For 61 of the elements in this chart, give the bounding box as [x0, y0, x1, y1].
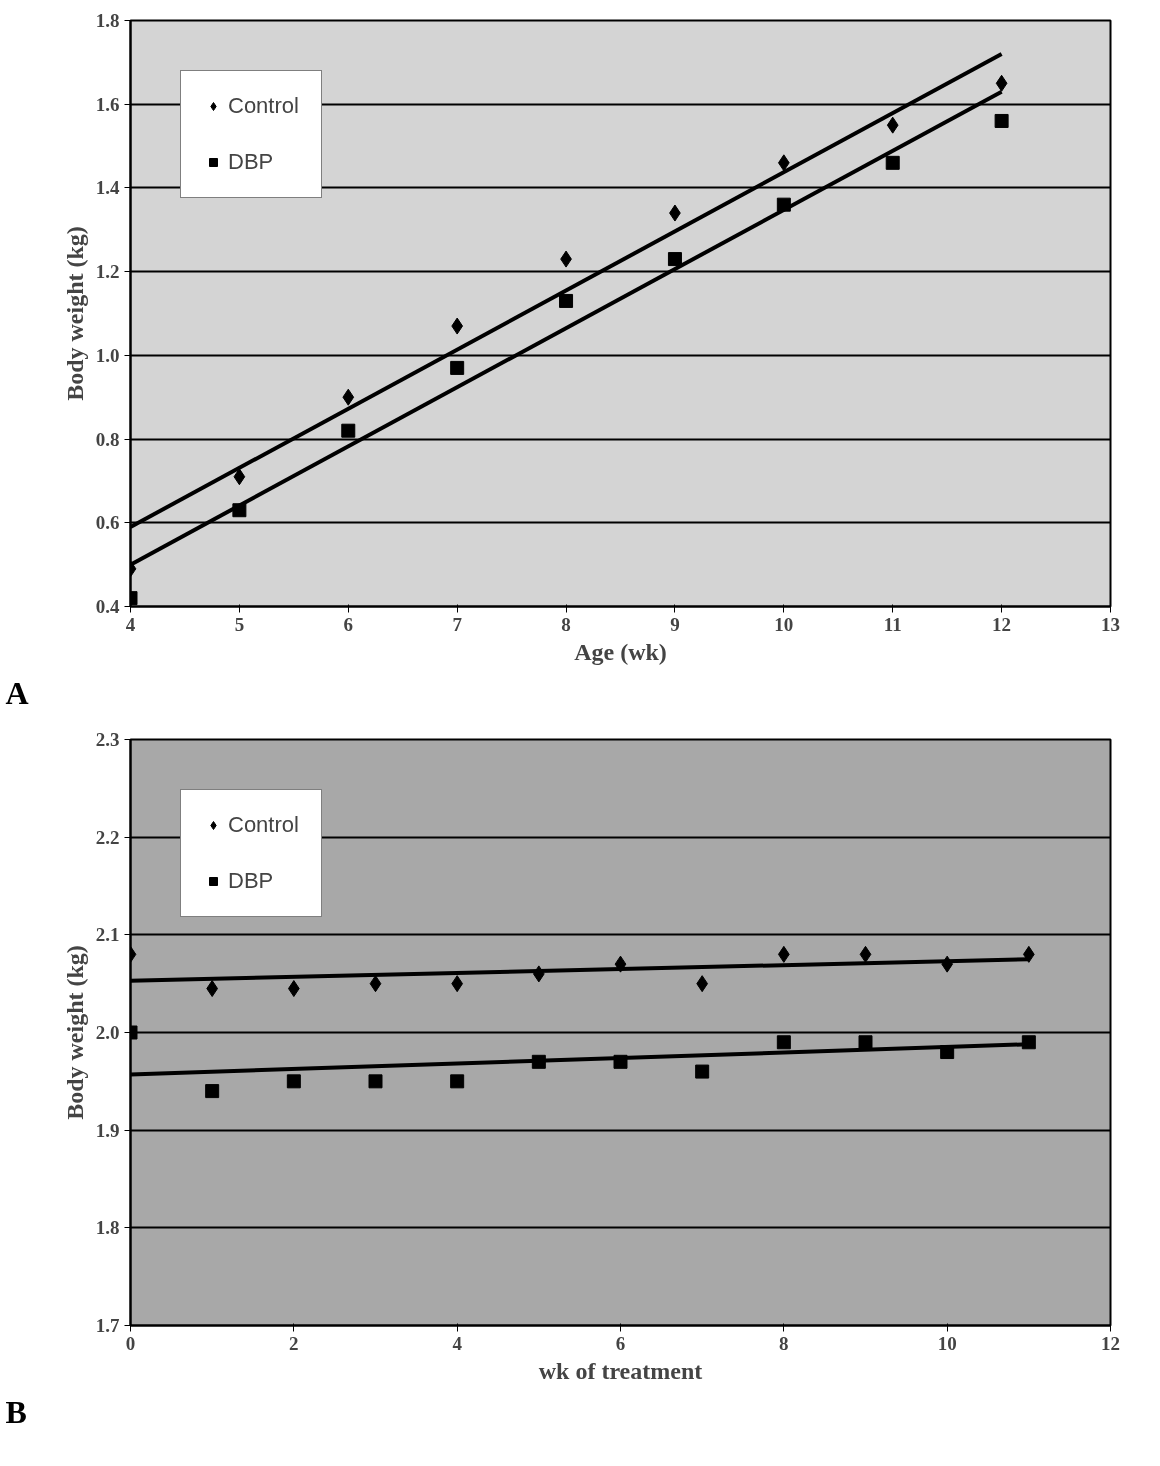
y-tick-label: 0.4	[95, 596, 120, 617]
x-tick-label: 6	[343, 613, 354, 635]
y-tick-label: 1.9	[95, 1119, 120, 1141]
point	[859, 945, 872, 963]
y-tick-label: 1.0	[95, 344, 120, 366]
x-tick-label: 12	[992, 613, 1012, 635]
x-tick-label: 4	[125, 613, 136, 635]
x-tick-label: 0	[125, 1332, 136, 1354]
x-tick-label: 8	[779, 1332, 789, 1354]
point	[886, 116, 899, 134]
point	[342, 388, 355, 406]
x-tick-label: 10	[774, 613, 794, 635]
y-tick-label: 2.1	[95, 924, 120, 946]
y-tick-label: 0.6	[95, 512, 120, 534]
point	[286, 1074, 301, 1089]
y-tick-label: 1.4	[95, 177, 120, 199]
y-tick-label: 1.7	[95, 1315, 120, 1336]
y-tick-label: 1.8	[95, 10, 120, 31]
y-axis-title: Body weight (kg)	[61, 226, 88, 401]
y-tick-label: 2.2	[95, 826, 120, 848]
x-tick-label: 9	[670, 613, 680, 635]
y-tick-label: 1.8	[95, 1217, 120, 1239]
x-tick-label: 13	[1101, 613, 1120, 635]
point	[776, 1035, 791, 1050]
y-tick-label: 2.0	[95, 1022, 120, 1043]
point	[667, 252, 682, 267]
point	[450, 360, 465, 375]
point	[205, 1084, 220, 1099]
y-axis-title: Body weight (kg)	[61, 945, 88, 1120]
x-tick-label: 12	[1101, 1332, 1120, 1354]
x-tick-label: 2	[289, 1332, 299, 1354]
point	[885, 155, 900, 170]
legend-label: Control	[228, 93, 299, 119]
point	[369, 975, 382, 993]
x-tick-label: 11	[883, 613, 902, 635]
point	[994, 113, 1009, 128]
legend-label: DBP	[228, 149, 274, 175]
y-tick-label: 0.8	[95, 428, 120, 450]
y-tick-label: 1.2	[95, 261, 120, 283]
x-tick-label: 7	[452, 613, 463, 635]
point	[450, 1074, 465, 1089]
point	[368, 1074, 383, 1089]
point	[559, 293, 574, 308]
point	[995, 74, 1008, 92]
x-tick-label: 10	[937, 1332, 957, 1354]
y-tick-label: 2.3	[95, 729, 120, 750]
x-tick-label: 8	[561, 613, 571, 635]
point	[341, 423, 356, 438]
point	[233, 468, 246, 486]
x-tick-label: 6	[615, 1332, 626, 1354]
x-tick-label: 4	[452, 1332, 463, 1354]
y-tick-label: 1.6	[95, 93, 120, 115]
x-axis-title: Age (wk)	[574, 638, 667, 665]
x-axis-title: wk of treatment	[538, 1357, 703, 1384]
x-tick-label: 5	[234, 613, 245, 635]
point	[858, 1035, 873, 1050]
text: B	[5, 1393, 27, 1430]
point	[695, 1064, 710, 1079]
legend-label: Control	[228, 812, 299, 838]
text: A	[5, 674, 29, 711]
legend-label: DBP	[228, 868, 274, 894]
